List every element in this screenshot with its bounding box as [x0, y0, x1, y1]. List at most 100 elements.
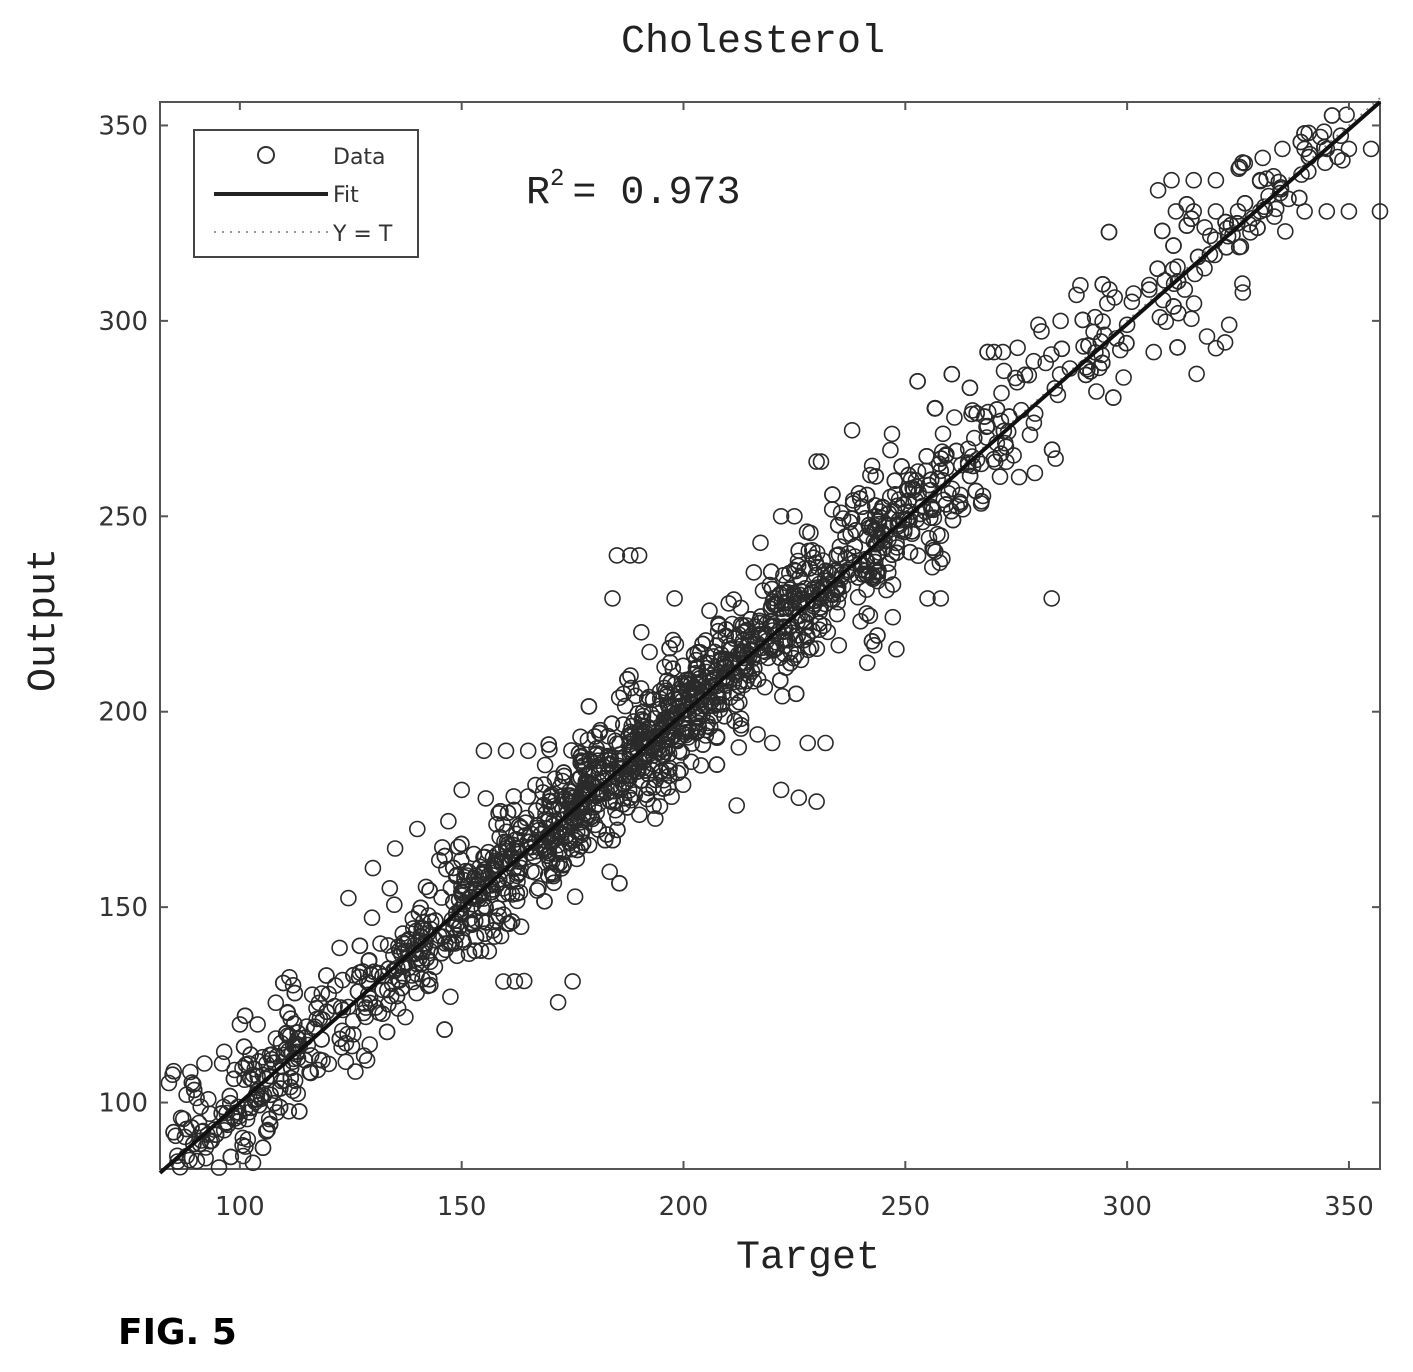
- data-point: [849, 588, 867, 606]
- data-point: [730, 693, 748, 711]
- data-point: [773, 687, 791, 705]
- data-point: [745, 660, 763, 677]
- data-point: [440, 812, 457, 830]
- data-point: [408, 820, 426, 838]
- data-point: [1296, 140, 1313, 158]
- data-point: [234, 1147, 252, 1165]
- data-point: [819, 623, 837, 641]
- data-point: [413, 955, 431, 972]
- data-point: [853, 498, 871, 516]
- data-point: [876, 526, 894, 544]
- data-point: [932, 590, 950, 607]
- data-point: [242, 1046, 259, 1063]
- y-tick-label: 200: [98, 698, 148, 728]
- data-point: [334, 971, 351, 989]
- data-point: [863, 457, 881, 475]
- data-point: [952, 486, 969, 504]
- data-point: [717, 657, 734, 675]
- data-point: [976, 408, 993, 425]
- data-point: [1207, 203, 1225, 220]
- data-point: [453, 781, 471, 799]
- data-point: [1183, 210, 1200, 227]
- data-point: [267, 1030, 285, 1047]
- data-point: [708, 728, 726, 745]
- data-point: [1207, 339, 1225, 357]
- data-point: [763, 734, 781, 752]
- data-point: [776, 631, 794, 649]
- data-point: [519, 742, 537, 760]
- data-point: [752, 534, 769, 552]
- data-point: [858, 486, 876, 504]
- data-point: [934, 550, 951, 568]
- data-point: [374, 981, 391, 999]
- data-point: [900, 492, 917, 510]
- data-point: [219, 1116, 237, 1134]
- data-point: [590, 764, 608, 781]
- data-point: [391, 972, 408, 989]
- data-point: [646, 810, 664, 827]
- data-point: [480, 942, 498, 960]
- data-point: [540, 844, 558, 862]
- data-point: [1082, 363, 1099, 380]
- data-point: [1318, 203, 1336, 220]
- data-point: [830, 636, 848, 654]
- data-point: [385, 896, 403, 914]
- data-point: [625, 713, 643, 730]
- data-point: [508, 885, 526, 902]
- data-point: [1025, 352, 1042, 370]
- data-point: [852, 612, 869, 630]
- data-point: [181, 1151, 198, 1169]
- data-point: [421, 882, 438, 899]
- data-point: [1185, 171, 1202, 189]
- data-point: [959, 440, 977, 458]
- data-point: [1046, 379, 1064, 397]
- data-point: [476, 925, 493, 943]
- x-tick-label: 150: [437, 1192, 487, 1222]
- data-point: [1176, 281, 1194, 298]
- data-point: [185, 1135, 202, 1153]
- data-point: [465, 870, 483, 887]
- data-point: [1188, 365, 1205, 383]
- data-point: [279, 1004, 296, 1022]
- data-point: [284, 976, 302, 994]
- data-point: [919, 590, 936, 607]
- data-point: [860, 564, 878, 582]
- data-point: [797, 613, 814, 630]
- data-point: [450, 891, 468, 909]
- data-point: [884, 608, 902, 626]
- data-point: [931, 554, 949, 572]
- data-point: [164, 1066, 181, 1083]
- data-point: [484, 849, 502, 867]
- data-point: [792, 582, 809, 600]
- data-point: [611, 874, 628, 892]
- data-point: [1296, 203, 1313, 220]
- x-tick-label: 350: [1324, 1192, 1374, 1222]
- data-point: [689, 659, 706, 677]
- data-point: [1234, 154, 1251, 171]
- data-point: [590, 795, 608, 813]
- data-point: [672, 761, 689, 779]
- data-point: [802, 639, 820, 656]
- data-point: [574, 757, 592, 775]
- data-point: [742, 610, 759, 628]
- data-point: [738, 621, 756, 639]
- data-point: [397, 1008, 414, 1026]
- data-point: [720, 595, 738, 612]
- data-point: [621, 547, 639, 564]
- data-point: [656, 658, 673, 676]
- data-point: [197, 1149, 214, 1167]
- data-point: [417, 878, 435, 896]
- data-point: [497, 742, 515, 760]
- data-point: [650, 744, 668, 762]
- data-point: [598, 826, 616, 843]
- data-point: [947, 442, 965, 460]
- data-point: [878, 581, 895, 599]
- data-point: [249, 1082, 266, 1100]
- data-point: [1118, 334, 1135, 352]
- data-point: [492, 802, 509, 820]
- data-point: [771, 672, 789, 689]
- data-point: [869, 627, 886, 644]
- data-point: [879, 564, 897, 581]
- data-point: [786, 507, 803, 525]
- data-point: [771, 649, 789, 667]
